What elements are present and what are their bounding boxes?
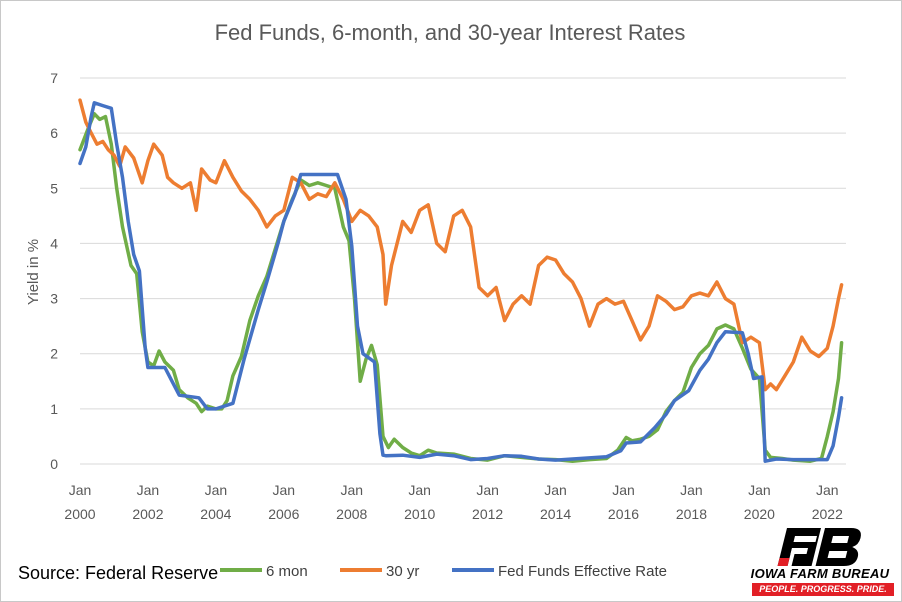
series-lines (78, 98, 844, 463)
x-tick-label: Jan (340, 482, 363, 498)
y-tick-label: 4 (50, 235, 58, 251)
x-tick-label: Jan (748, 482, 771, 498)
y-tick-label: 5 (50, 180, 58, 196)
x-tick-label: 2000 (64, 506, 95, 522)
chart-title: Fed Funds, 6-month, and 30-year Interest… (214, 20, 686, 45)
y-axis-ticks: 0 1 2 3 4 5 6 7 (50, 70, 58, 472)
x-tick-label: 2004 (200, 506, 231, 522)
x-tick-label: Jan (69, 482, 92, 498)
y-tick-label: 3 (50, 291, 58, 307)
gridlines (80, 77, 846, 465)
x-tick-label: 2020 (744, 506, 775, 522)
y-tick-label: 6 (50, 125, 58, 141)
x-tick-label: Jan (205, 482, 228, 498)
legend-label-30yr: 30 yr (386, 563, 419, 580)
y-tick-label: 0 (50, 456, 58, 472)
x-tick-label: Jan (544, 482, 567, 498)
x-tick-label: 2002 (132, 506, 163, 522)
x-tick-label: 2010 (404, 506, 435, 522)
x-tick-label: Jan (137, 482, 160, 498)
x-tick-label: 2018 (676, 506, 707, 522)
x-tick-label: Jan (408, 482, 431, 498)
legend-label-6mon: 6 mon (266, 563, 308, 580)
series-line-6-mon (78, 112, 844, 463)
series-line-fed-funds-effective-rate (78, 101, 844, 463)
x-tick-label: Jan (680, 482, 703, 498)
x-tick-label: Jan (816, 482, 839, 498)
x-tick-label: 2014 (540, 506, 571, 522)
x-tick-label: Jan (273, 482, 296, 498)
logo-tagline: PEOPLE. PROGRESS. PRIDE. (752, 583, 894, 596)
x-tick-label: 2022 (812, 506, 843, 522)
y-tick-label: 7 (50, 70, 58, 86)
fb-logo-icon (777, 528, 861, 566)
x-tick-label: Jan (476, 482, 499, 498)
legend: 6 mon 30 yr Fed Funds Effective Rate (220, 563, 667, 580)
series-line-30-yr (78, 98, 844, 392)
x-tick-label: 2008 (336, 506, 367, 522)
y-axis-label: Yield in % (25, 239, 42, 305)
source-note: Source: Federal Reserve (18, 563, 219, 583)
x-tick-label: 2016 (608, 506, 639, 522)
iowa-farm-bureau-logo: IOWA FARM BUREAU PEOPLE. PROGRESS. PRIDE… (740, 522, 900, 598)
x-tick-label: Jan (612, 482, 635, 498)
y-tick-label: 1 (50, 401, 58, 417)
x-tick-label: 2006 (268, 506, 299, 522)
x-axis-ticks: Jan 2000 Jan 2002 Jan 2004 Jan 2006 Jan 2008 Jan 20… (64, 482, 843, 522)
logo-name: IOWA FARM BUREAU (750, 566, 890, 581)
y-tick-label: 2 (50, 346, 58, 362)
x-tick-label: 2012 (472, 506, 503, 522)
legend-label-fed-funds: Fed Funds Effective Rate (498, 563, 667, 580)
